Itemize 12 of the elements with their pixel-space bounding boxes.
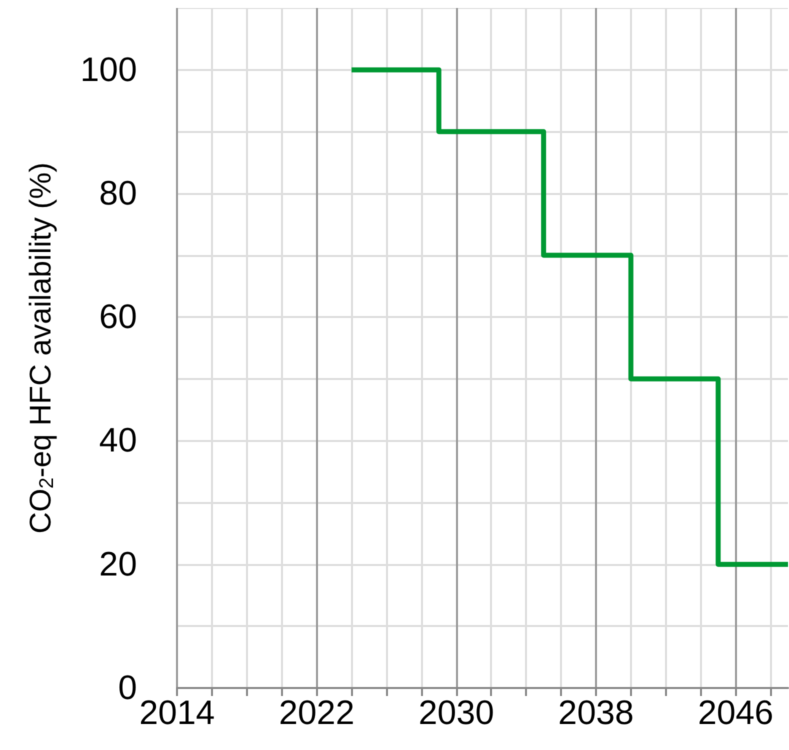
x-tick-label: 2022 bbox=[278, 694, 354, 732]
y-tick-label: 0 bbox=[118, 669, 137, 707]
y-tick-label: 60 bbox=[99, 298, 137, 336]
x-tick-label: 2038 bbox=[558, 694, 634, 732]
x-tick-label: 2014 bbox=[139, 694, 215, 732]
y-tick-label: 40 bbox=[99, 422, 137, 460]
x-tick-label: 2046 bbox=[698, 694, 774, 732]
y-tick-label: 80 bbox=[99, 174, 137, 212]
x-tick-label: 2030 bbox=[418, 694, 494, 732]
y-axis-title: CO2-eq HFC availability (%) bbox=[24, 162, 58, 534]
y-tick-label: 20 bbox=[99, 545, 137, 584]
y-tick-label: 100 bbox=[80, 50, 137, 89]
